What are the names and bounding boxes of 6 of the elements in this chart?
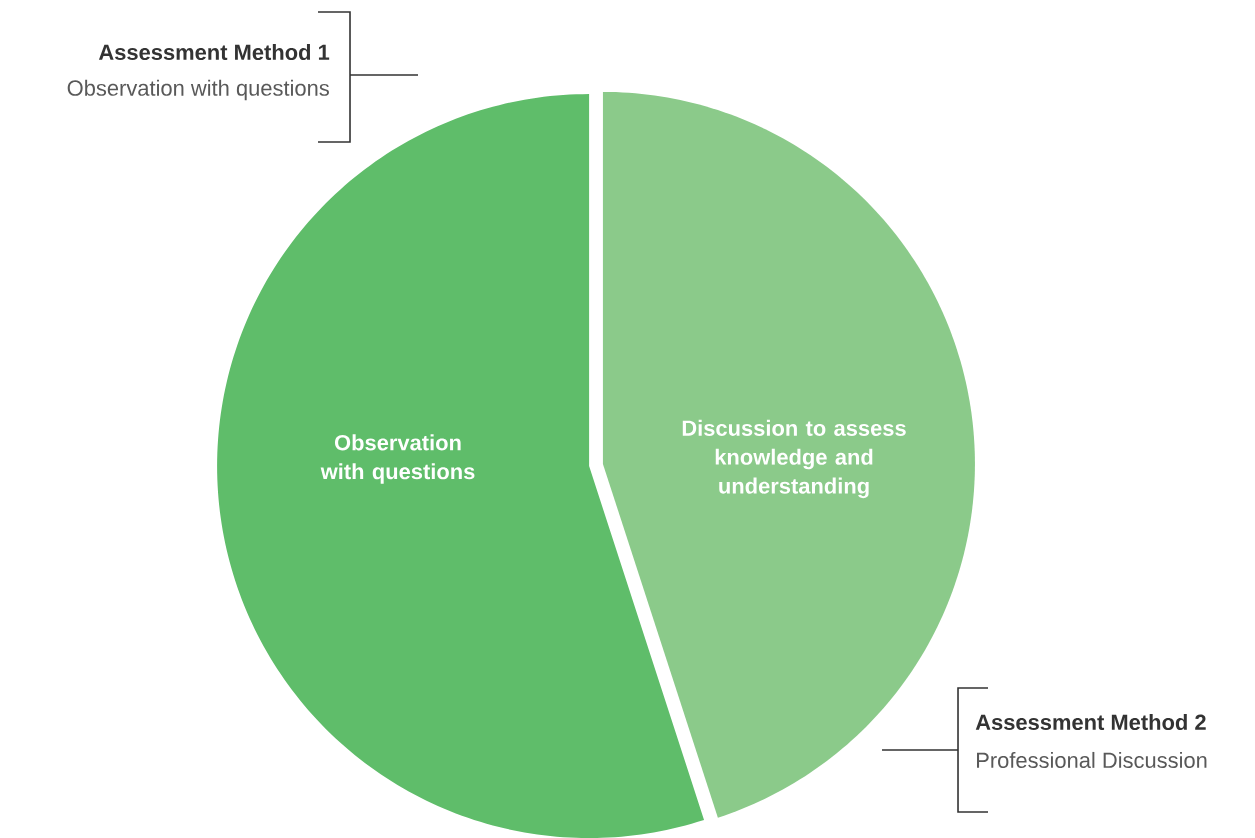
text: Professional Discussion xyxy=(977,751,1207,768)
slice-label: Observation with questions xyxy=(320,434,475,484)
text: Assessment Method 2 xyxy=(975,713,1206,730)
text: Assessment Method 1 xyxy=(98,43,330,60)
slice-label: Discussion to assess knowledge and understanding xyxy=(682,419,906,499)
text: Observation with questions xyxy=(67,79,329,101)
